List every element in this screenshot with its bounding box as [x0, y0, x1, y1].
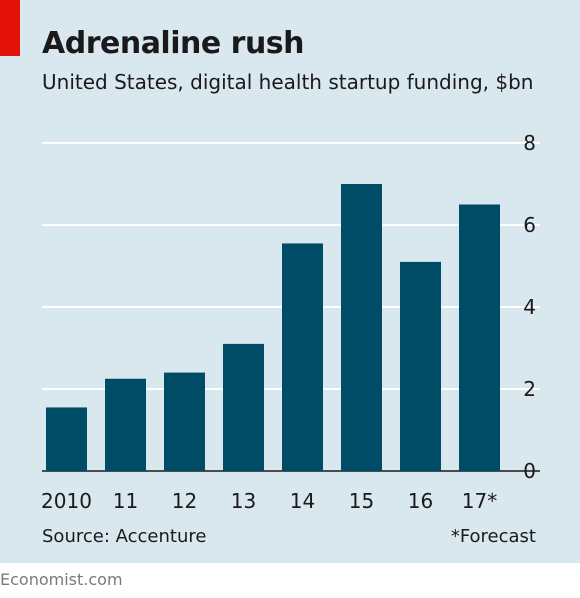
bar-11 [105, 378, 146, 471]
x-axis-ticks: 2010 11 12 13 14 15 16 17* [41, 489, 497, 513]
x-tick-label: 12 [172, 489, 197, 513]
bars [46, 184, 500, 471]
x-tick-label: 2010 [41, 489, 92, 513]
y-tick-label: 2 [523, 377, 536, 401]
x-tick-label: 14 [290, 489, 315, 513]
y-tick-label: 4 [523, 295, 536, 319]
bar-17-forecast [459, 204, 500, 471]
x-tick-label: 15 [349, 489, 374, 513]
x-tick-label: 16 [408, 489, 433, 513]
y-tick-label: 6 [523, 213, 536, 237]
bar-15 [341, 184, 382, 471]
source-note: Source: Accenture [42, 526, 207, 547]
bar-12 [164, 372, 205, 471]
brand-red-tag [0, 0, 20, 56]
chart-subtitle: United States, digital health startup fu… [42, 70, 534, 94]
y-tick-label: 0 [523, 459, 536, 483]
x-tick-label: 17* [462, 489, 497, 513]
bar-13 [223, 343, 264, 471]
forecast-footnote: *Forecast [450, 526, 536, 547]
brand-credit: Economist.com [0, 570, 123, 589]
bar-14 [282, 243, 323, 471]
bar-16 [400, 261, 441, 471]
bar-2010 [46, 407, 87, 471]
y-tick-label: 8 [523, 131, 536, 155]
chart-title: Adrenaline rush [42, 26, 305, 61]
x-tick-label: 13 [231, 489, 256, 513]
bar-chart: 0 2 4 6 8 2010 11 12 13 14 15 16 17* [41, 131, 540, 513]
y-axis-ticks: 0 2 4 6 8 [523, 131, 536, 483]
x-tick-label: 11 [113, 489, 138, 513]
